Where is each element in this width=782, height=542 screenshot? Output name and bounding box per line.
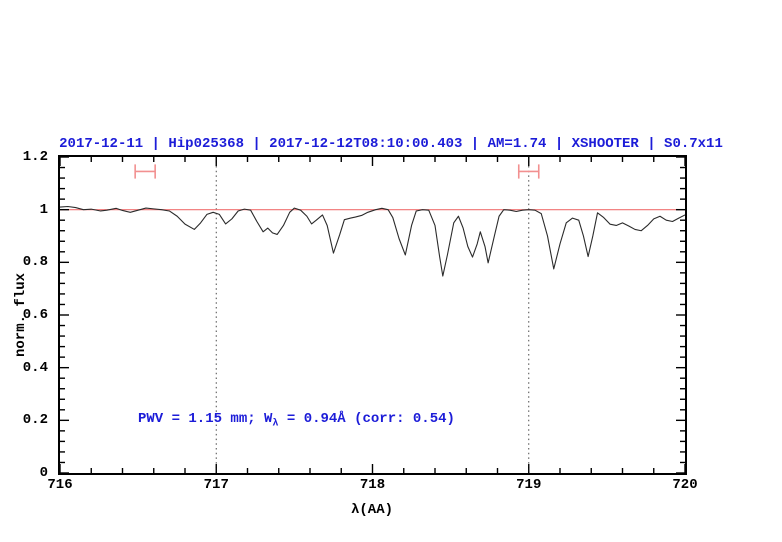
plot-area: [58, 155, 687, 475]
x-tick-label-716: 716: [47, 477, 73, 493]
y-tick-label-0.4: 0.4: [22, 359, 48, 376]
x-tick-label-720: 720: [672, 477, 698, 493]
x-tick-label-717: 717: [203, 477, 229, 493]
spectrum-trace: [59, 205, 686, 277]
y-tick-label-0.6: 0.6: [22, 307, 48, 323]
y-tick-label-1.2: 1.2: [22, 149, 48, 165]
plot-title: 2017-12-11 | Hip025368 | 2017-12-12T08:1…: [59, 136, 723, 152]
y-tick-label-1: 1: [39, 201, 48, 218]
plot-frame-border: [58, 155, 687, 475]
x-tick-label-718: 718: [359, 477, 386, 493]
pwv-annotation-suffix: = 0.94Å (corr: 0.54): [278, 411, 455, 427]
x-tick-label-719: 719: [516, 477, 542, 493]
pwv-annotation: PWV = 1.15 mm; Wλ = 0.94Å (corr: 0.54): [138, 411, 455, 430]
y-tick-label-0.2: 0.2: [22, 412, 48, 429]
spectrum-plot-svg: [58, 155, 687, 475]
y-tick-label-0.8: 0.8: [22, 254, 48, 271]
pwv-annotation-lambda-subscript: λ: [272, 418, 279, 430]
y-tick-label-0: 0: [39, 465, 48, 481]
pwv-annotation-prefix: PWV = 1.15 mm; W: [138, 411, 273, 427]
y-axis-label: norm. flux: [13, 272, 29, 358]
x-axis-label: λ(AA): [350, 502, 394, 518]
